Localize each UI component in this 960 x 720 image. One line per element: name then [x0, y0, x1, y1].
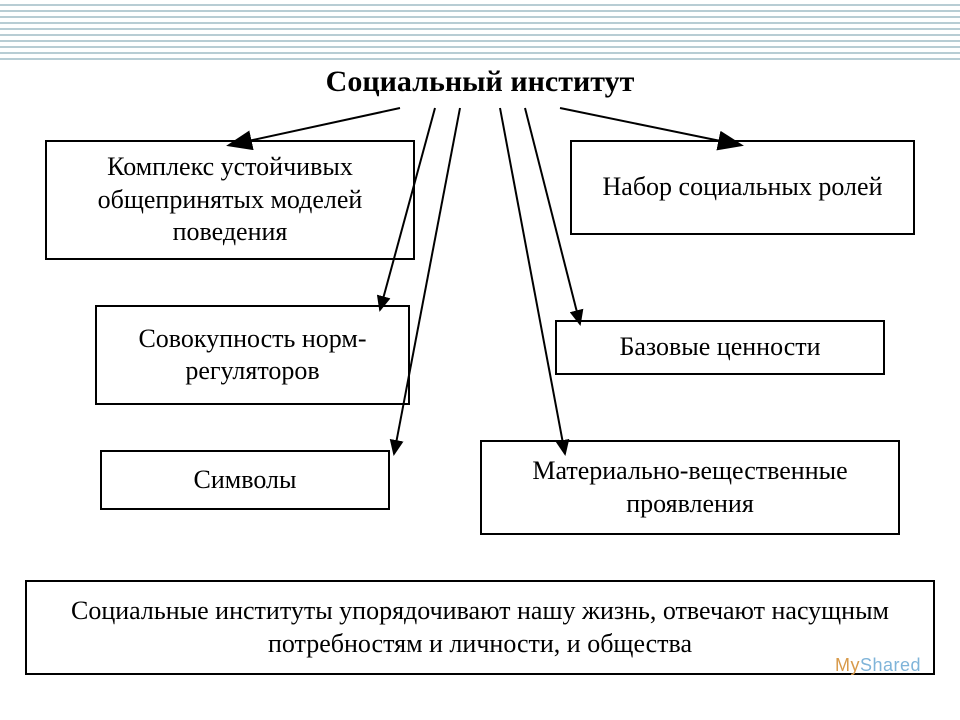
- diagram-node: Материально-вещественные проявления: [480, 440, 900, 535]
- diagram-node: Набор социальных ролей: [570, 140, 915, 235]
- diagram-node: Социальные институты упорядочивают нашу …: [25, 580, 935, 675]
- diagram-node: Символы: [100, 450, 390, 510]
- watermark-part-a: My: [835, 655, 860, 675]
- diagram-node: Комплекс устойчивых общепринятых моделей…: [45, 140, 415, 260]
- diagram-node: Совокупность норм-регуляторов: [95, 305, 410, 405]
- diagram-title: Социальный институт: [230, 65, 730, 99]
- watermark: MyShared: [835, 655, 921, 676]
- diagram-node: Базовые ценности: [555, 320, 885, 375]
- watermark-part-b: Shared: [860, 655, 921, 675]
- header-stripe-band: [0, 0, 960, 60]
